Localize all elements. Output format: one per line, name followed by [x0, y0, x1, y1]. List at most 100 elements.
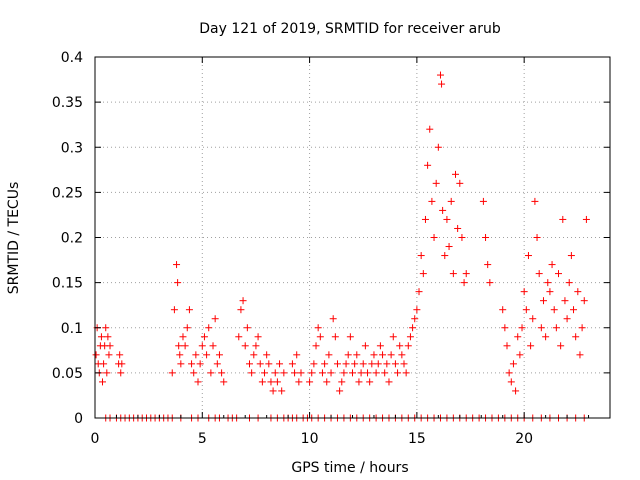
data-point	[428, 197, 436, 205]
data-point	[561, 297, 569, 305]
data-point	[297, 369, 305, 377]
data-point	[314, 324, 322, 332]
data-point	[213, 360, 221, 368]
data-point	[460, 279, 468, 287]
x-tick-label: 20	[515, 431, 533, 447]
data-point	[509, 360, 517, 368]
data-point	[102, 324, 110, 332]
data-point	[443, 215, 451, 223]
data-point	[550, 306, 558, 314]
data-point	[198, 342, 206, 350]
data-point	[346, 333, 354, 341]
y-tick-label: 0.05	[52, 366, 83, 382]
data-point	[557, 342, 565, 350]
data-point	[192, 351, 200, 359]
y-tick-label: 0	[74, 411, 83, 427]
data-point	[215, 351, 223, 359]
data-point	[280, 369, 288, 377]
data-point	[539, 297, 547, 305]
data-point	[205, 324, 213, 332]
data-point	[316, 333, 324, 341]
data-point	[271, 369, 279, 377]
data-point	[170, 306, 178, 314]
data-point	[239, 297, 247, 305]
data-point	[381, 369, 389, 377]
data-point	[235, 333, 243, 341]
data-point	[181, 342, 189, 350]
data-point	[578, 324, 586, 332]
data-point	[417, 252, 425, 260]
data-point	[117, 369, 125, 377]
data-point	[312, 342, 320, 350]
data-point	[421, 215, 429, 223]
data-point	[331, 333, 339, 341]
data-point	[370, 351, 378, 359]
data-point	[385, 378, 393, 386]
data-point	[248, 369, 256, 377]
data-point	[546, 288, 554, 296]
data-point	[175, 342, 183, 350]
data-point	[406, 333, 414, 341]
data-point	[518, 324, 526, 332]
data-point	[379, 351, 387, 359]
data-point	[544, 279, 552, 287]
data-point	[415, 288, 423, 296]
data-point	[445, 243, 453, 251]
data-point	[436, 71, 444, 79]
data-point	[220, 378, 228, 386]
data-point	[449, 270, 457, 278]
data-point	[103, 369, 111, 377]
data-point	[559, 215, 567, 223]
x-tick-label: 5	[198, 431, 207, 447]
x-tick-label: 10	[301, 431, 319, 447]
data-point	[522, 306, 530, 314]
data-point	[531, 197, 539, 205]
data-point	[291, 369, 299, 377]
data-point	[351, 360, 359, 368]
data-point	[567, 252, 575, 260]
y-tick-label: 0.15	[52, 276, 83, 292]
y-tick-label: 0.3	[61, 140, 83, 156]
data-point	[176, 351, 184, 359]
data-point	[552, 324, 560, 332]
data-point	[194, 378, 202, 386]
x-tick-label: 0	[91, 431, 100, 447]
data-point	[92, 351, 100, 359]
data-point	[321, 360, 329, 368]
data-point	[574, 288, 582, 296]
data-point	[576, 351, 584, 359]
data-point	[185, 306, 193, 314]
data-point	[173, 261, 181, 269]
data-point	[570, 306, 578, 314]
data-point	[462, 270, 470, 278]
data-point	[535, 270, 543, 278]
data-point	[527, 342, 535, 350]
data-point	[572, 333, 580, 341]
data-point	[411, 315, 419, 323]
data-point	[188, 360, 196, 368]
data-point	[327, 369, 335, 377]
data-point	[582, 215, 590, 223]
data-point	[441, 252, 449, 260]
data-point	[269, 387, 277, 395]
data-point	[353, 351, 361, 359]
data-point	[105, 351, 113, 359]
data-point	[250, 351, 258, 359]
data-point	[295, 378, 303, 386]
data-point	[419, 270, 427, 278]
data-point	[209, 342, 217, 350]
data-point	[389, 333, 397, 341]
data-point	[486, 279, 494, 287]
data-point	[310, 360, 318, 368]
data-point	[261, 369, 269, 377]
data-point	[434, 143, 442, 151]
data-point	[265, 360, 273, 368]
data-point	[323, 378, 331, 386]
data-point	[555, 270, 562, 278]
data-point	[479, 197, 487, 205]
data-point	[246, 360, 253, 368]
data-point	[203, 351, 211, 359]
data-point	[329, 315, 337, 323]
data-point	[454, 224, 462, 232]
data-point	[100, 360, 108, 368]
